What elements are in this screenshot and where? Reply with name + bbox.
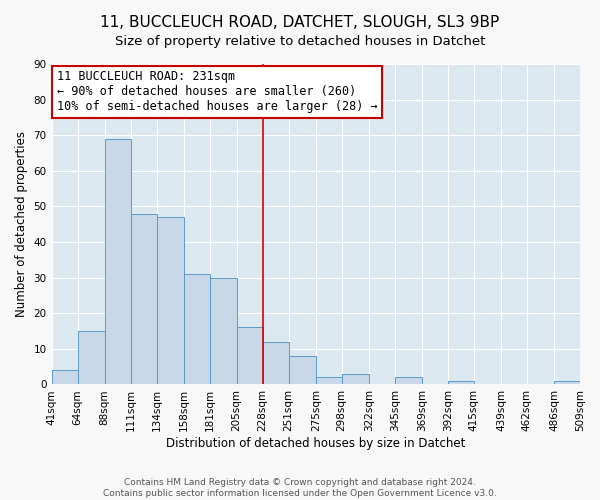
Bar (237, 328, 263, 384)
Bar (184, 274, 209, 384)
Bar (209, 278, 237, 384)
Bar (289, 356, 316, 384)
Bar (104, 139, 131, 384)
Bar (554, 381, 580, 384)
Bar (157, 217, 184, 384)
Bar (131, 214, 157, 384)
Text: Contains HM Land Registry data © Crown copyright and database right 2024.
Contai: Contains HM Land Registry data © Crown c… (103, 478, 497, 498)
Y-axis label: Number of detached properties: Number of detached properties (15, 131, 28, 317)
Bar (263, 342, 289, 384)
Bar (316, 378, 342, 384)
Bar (395, 378, 422, 384)
Bar (342, 374, 369, 384)
Bar (448, 381, 474, 384)
X-axis label: Distribution of detached houses by size in Datchet: Distribution of detached houses by size … (166, 437, 466, 450)
Text: 11, BUCCLEUCH ROAD, DATCHET, SLOUGH, SL3 9BP: 11, BUCCLEUCH ROAD, DATCHET, SLOUGH, SL3… (100, 15, 500, 30)
Bar (52, 370, 77, 384)
Text: 11 BUCCLEUCH ROAD: 231sqm
← 90% of detached houses are smaller (260)
10% of semi: 11 BUCCLEUCH ROAD: 231sqm ← 90% of detac… (57, 70, 377, 114)
Text: Size of property relative to detached houses in Datchet: Size of property relative to detached ho… (115, 35, 485, 48)
Bar (77, 331, 104, 384)
